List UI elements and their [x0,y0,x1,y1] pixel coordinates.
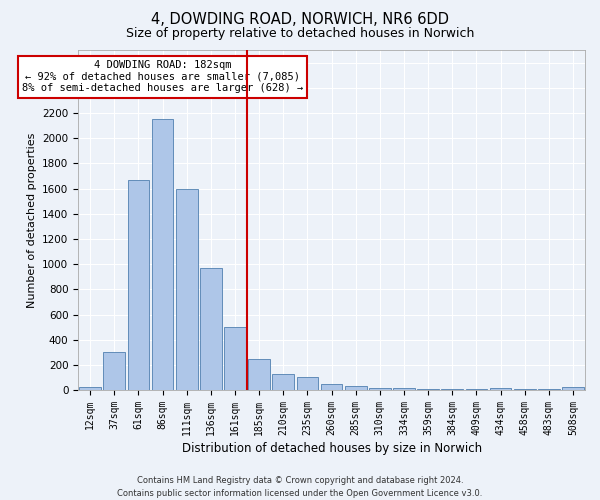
X-axis label: Distribution of detached houses by size in Norwich: Distribution of detached houses by size … [182,442,482,455]
Text: 4 DOWDING ROAD: 182sqm
← 92% of detached houses are smaller (7,085)
8% of semi-d: 4 DOWDING ROAD: 182sqm ← 92% of detached… [22,60,303,94]
Bar [128,180,149,390]
Text: Contains HM Land Registry data © Crown copyright and database right 2024.
Contai: Contains HM Land Registry data © Crown c… [118,476,482,498]
Bar [562,387,584,390]
Bar [321,384,343,390]
Bar [248,358,270,390]
Text: Size of property relative to detached houses in Norwich: Size of property relative to detached ho… [126,28,474,40]
Bar [103,352,125,390]
Bar [296,378,318,390]
Text: 4, DOWDING ROAD, NORWICH, NR6 6DD: 4, DOWDING ROAD, NORWICH, NR6 6DD [151,12,449,28]
Bar [272,374,294,390]
Bar [152,120,173,390]
Y-axis label: Number of detached properties: Number of detached properties [26,132,37,308]
Bar [176,188,197,390]
Bar [224,327,246,390]
Bar [79,387,101,390]
Bar [393,388,415,390]
Bar [417,389,439,390]
Bar [200,268,222,390]
Bar [490,388,511,390]
Bar [369,388,391,390]
Bar [345,386,367,390]
